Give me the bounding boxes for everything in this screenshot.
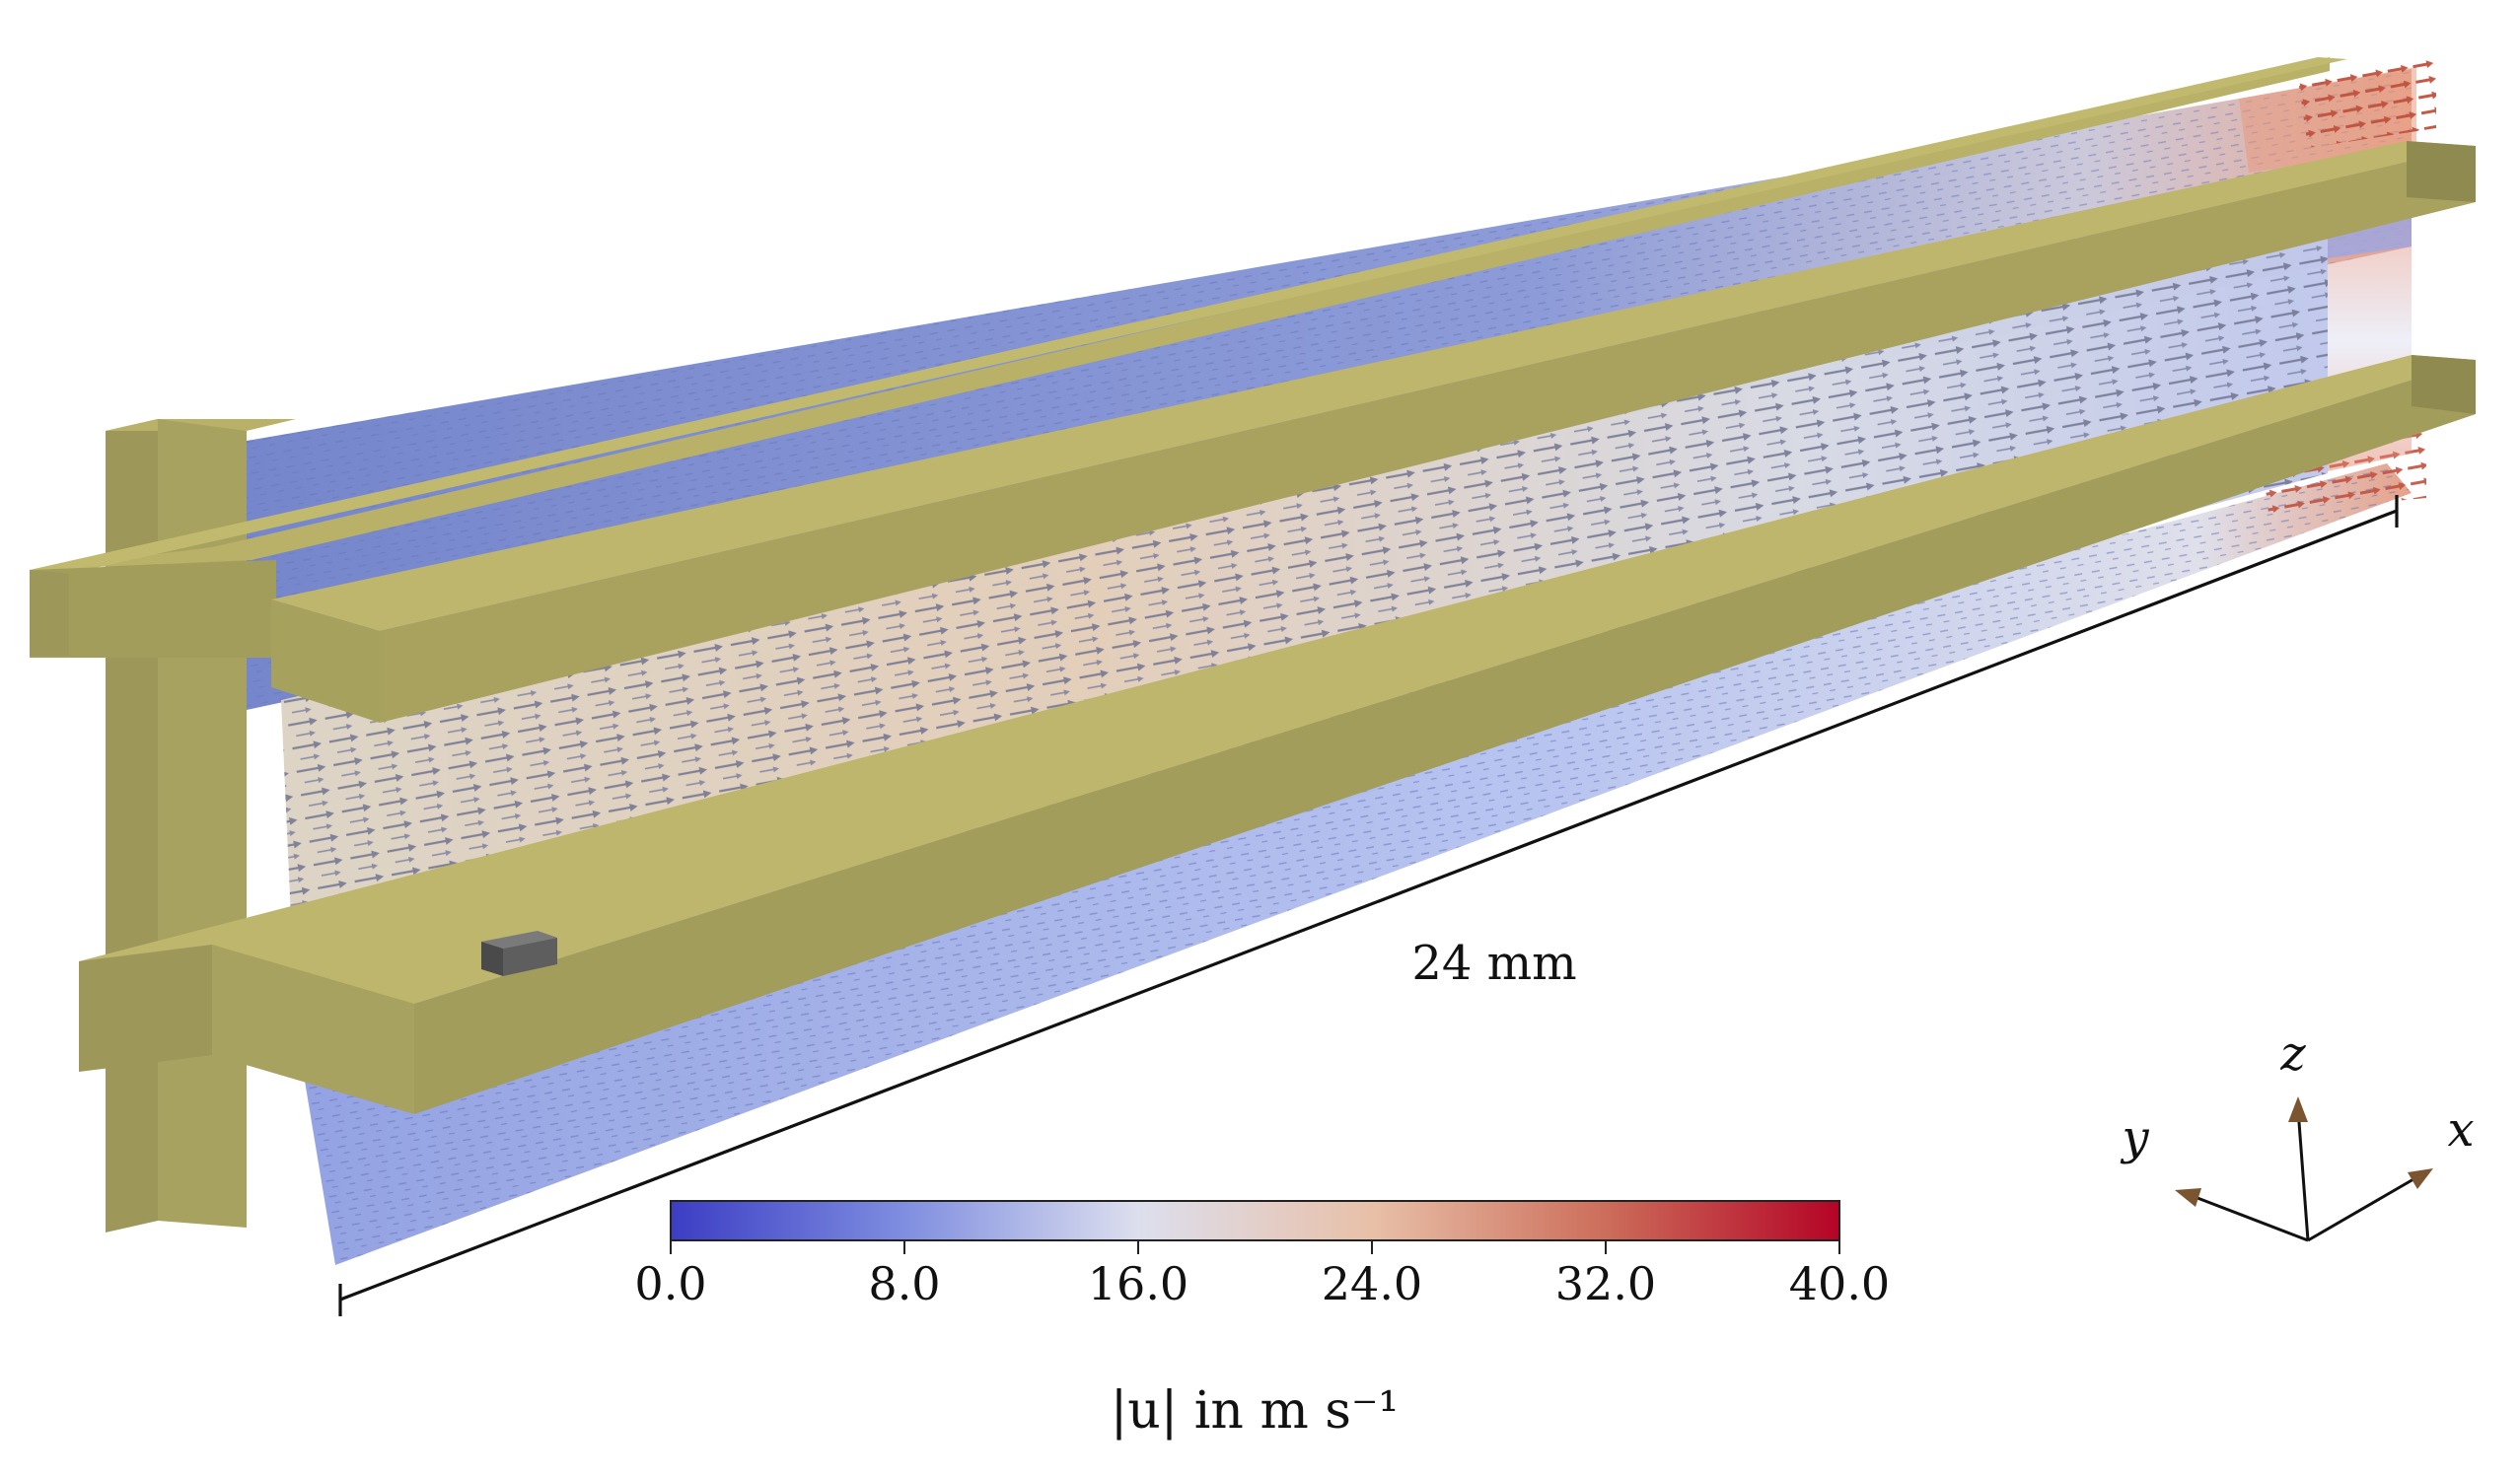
colorbar: 0.0 8.0 16.0 24.0 32.0 40.0 xyxy=(634,1200,1890,1310)
axis-label-z: z xyxy=(2279,1026,2306,1082)
middle-rail xyxy=(271,141,2476,723)
colorbar-tick-label: 8.0 xyxy=(868,1257,940,1310)
axis-label-x: x xyxy=(2447,1102,2474,1158)
colorbar-ticks: 0.0 8.0 16.0 24.0 32.0 40.0 xyxy=(634,1240,1890,1310)
axis-label-y: y xyxy=(2120,1110,2149,1165)
dimension-label: 24 mm xyxy=(1411,936,1576,991)
colorbar-label: |u| in m s⁻¹ xyxy=(1111,1381,1400,1441)
colorbar-tick-label: 24.0 xyxy=(1322,1257,1422,1310)
colorbar-tick-label: 16.0 xyxy=(1088,1257,1188,1310)
upper-back-rail xyxy=(30,57,2347,658)
obstacle-block xyxy=(481,931,557,976)
x-arrow-head xyxy=(2408,1168,2433,1189)
z-arrow-head xyxy=(2288,1096,2308,1122)
dimension-line xyxy=(338,495,2399,1316)
colorbar-tick-label: 40.0 xyxy=(1789,1257,1890,1310)
axis-triad xyxy=(2175,1096,2433,1242)
lower-rail xyxy=(79,355,2476,1114)
colorbar-gradient xyxy=(670,1200,1840,1241)
y-arrow-head xyxy=(2175,1188,2201,1207)
colorbar-tick-label: 0.0 xyxy=(634,1257,706,1310)
colorbar-tick-label: 32.0 xyxy=(1555,1257,1656,1310)
